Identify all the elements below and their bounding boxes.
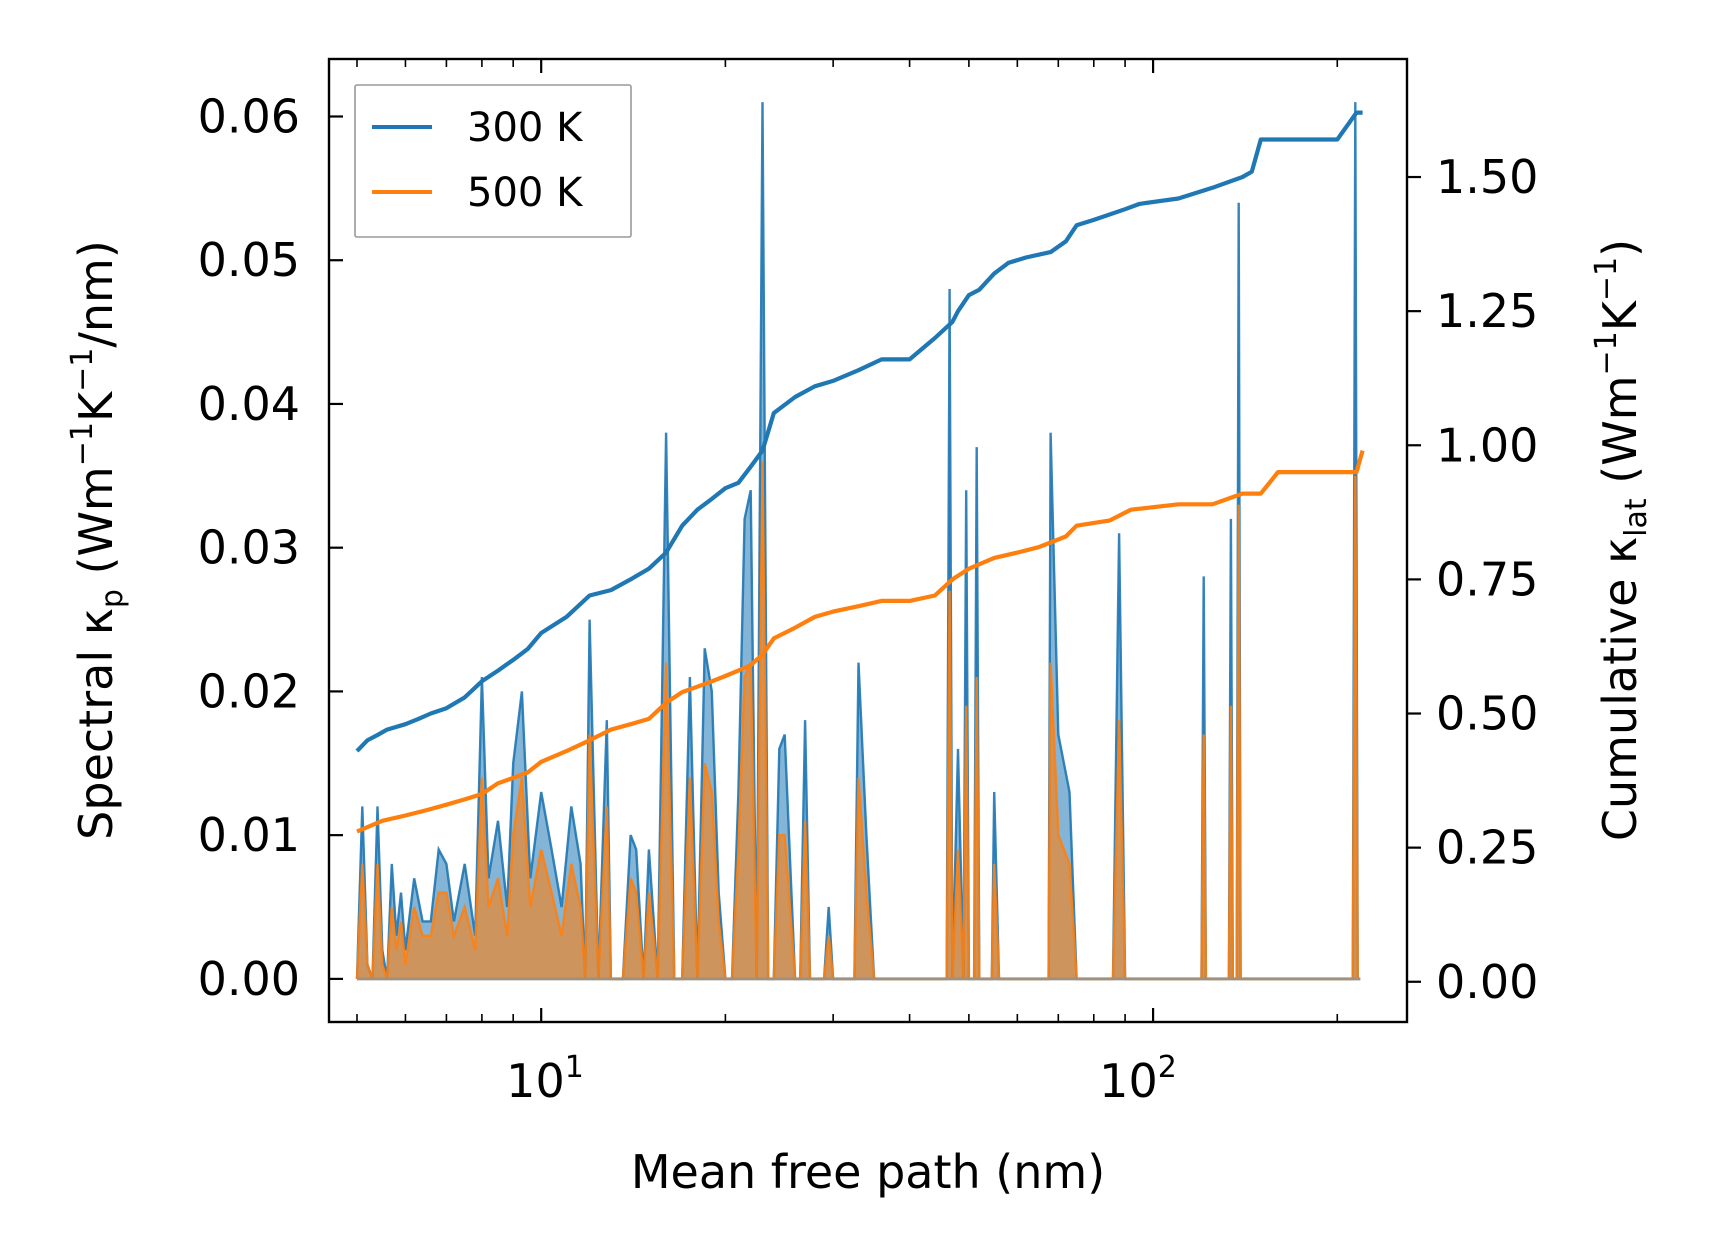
spectral-lines: [355, 102, 1361, 981]
cumulative-line-500k: [356, 450, 1365, 834]
y-right-tick-label: 0.00: [1436, 955, 1538, 1009]
svg-text:101: 101: [506, 1050, 584, 1108]
y-left-tick-label: 0.04: [198, 377, 300, 431]
y-right-tick-label: 1.00: [1436, 418, 1538, 472]
y-right-tick-label: 1.50: [1436, 150, 1538, 204]
x-minor-ticks: [356, 59, 1339, 1022]
y-left-tick-label: 0.03: [198, 521, 300, 575]
y-left-ticks: 0.00 0.01 0.02 0.03 0.04 0.05 0.06: [198, 89, 343, 1006]
y-left-tick-label: 0.06: [198, 89, 300, 143]
plot-frame: [327, 57, 1409, 1024]
legend-label-500k: 500 K: [467, 170, 584, 216]
legend-box: [354, 84, 632, 238]
y-right-axis-label: Cumulative κlat (Wm−1K−1): [1589, 239, 1654, 841]
y-right-tick-label: 1.25: [1436, 284, 1538, 338]
svg-text:102: 102: [1099, 1050, 1177, 1108]
axes: 0.00 0.01 0.02 0.03 0.04 0.05 0.06 0.00 0.25 0.5…: [198, 57, 1538, 1024]
y-left-axis-label: Spectral κp (Wm−1K−1/nm): [65, 240, 130, 840]
x-tick-label-10-2: 102: [1099, 1050, 1177, 1108]
y-left-tick-label: 0.02: [198, 664, 300, 718]
x-ticks: [540, 59, 1155, 1022]
y-left-tick-label: 0.05: [198, 233, 300, 287]
x-axis-label: Mean free path (nm): [631, 1145, 1105, 1199]
y-left-tick-label: 0.00: [198, 952, 300, 1006]
legend: 300 K 500 K: [354, 84, 632, 238]
y-left-tick-label: 0.01: [198, 808, 300, 862]
legend-label-300k: 300 K: [467, 105, 584, 151]
cumulative-lines: [355, 110, 1365, 834]
y-right-tick-label: 0.25: [1436, 821, 1538, 875]
x-tick-label-10-1: 101: [506, 1050, 584, 1108]
svg-text:Spectral κp (Wm−1K−1/nm): Spectral κp (Wm−1K−1/nm): [65, 240, 130, 840]
cumulative-line-300k: [355, 110, 1363, 753]
y-right-ticks: 0.00 0.25 0.50 0.75 1.00 1.25 1.50: [1407, 150, 1538, 1009]
y-right-tick-label: 0.75: [1436, 552, 1538, 606]
y-right-tick-label: 0.50: [1436, 687, 1538, 741]
svg-text:Cumulative κlat (Wm−1K−1): Cumulative κlat (Wm−1K−1): [1589, 239, 1654, 841]
